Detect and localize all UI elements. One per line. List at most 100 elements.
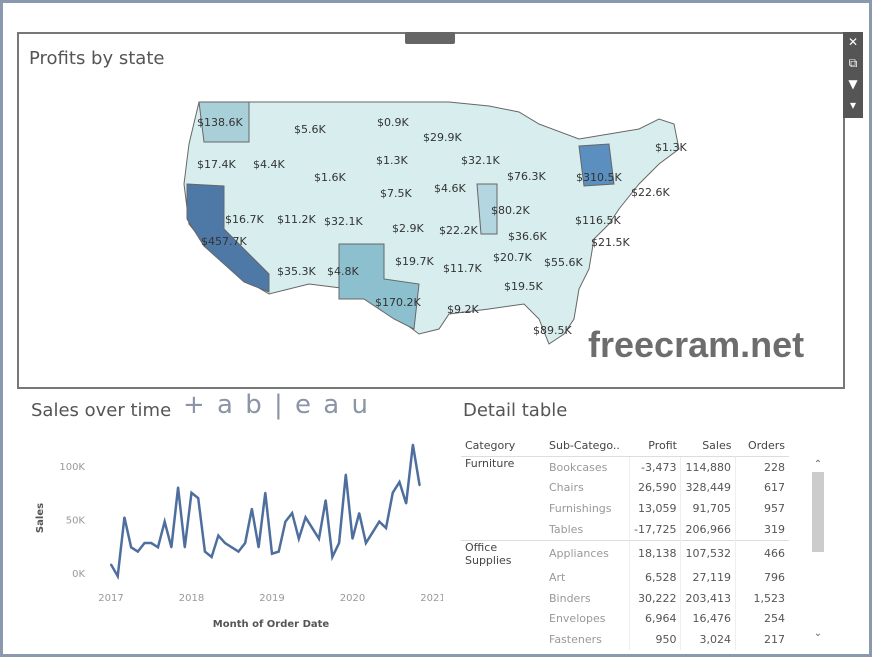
category-cell <box>461 629 545 650</box>
us-map[interactable] <box>19 34 843 387</box>
table-row: Art 6,528 27,119 796 <box>461 566 789 588</box>
scroll-up-icon[interactable]: ⌃ <box>813 459 823 470</box>
sales-point[interactable] <box>123 516 126 519</box>
sales-line-chart[interactable]: 0K 50K 100K 2017 2018 2019 2020 2021 Month of Or… <box>3 423 443 663</box>
sales-point[interactable] <box>150 542 153 545</box>
sales-point[interactable] <box>203 550 206 553</box>
sales-point[interactable] <box>324 499 327 502</box>
table-row: Binders 30,222 203,413 1,523 <box>461 587 789 609</box>
column-header[interactable]: Orders <box>735 435 789 457</box>
sales-point[interactable] <box>304 516 307 519</box>
sales-point[interactable] <box>237 550 240 553</box>
sales-point[interactable] <box>358 512 361 515</box>
sales-point[interactable] <box>224 542 227 545</box>
sales-point[interactable] <box>264 491 267 494</box>
sales-point[interactable] <box>277 550 280 553</box>
state-profit-label: $0.9K <box>377 116 409 129</box>
sales-point[interactable] <box>170 546 173 549</box>
sales-cell: 107,532 <box>680 540 736 567</box>
sales-point[interactable] <box>271 552 273 555</box>
sales-point[interactable] <box>183 546 186 549</box>
sales-cell: 114,880 <box>680 456 736 478</box>
state-profit-label: $9.2K <box>447 303 479 316</box>
sales-point[interactable] <box>331 555 334 558</box>
sub-category-cell: Tables <box>549 523 584 537</box>
category-cell <box>461 567 545 588</box>
x-tick-label: 2021 <box>420 593 443 604</box>
sales-point[interactable] <box>385 527 388 530</box>
filter-icon[interactable]: ▼ <box>848 77 858 91</box>
category-cell: Office Supplies <box>465 540 512 567</box>
sub-category-cell: Envelopes <box>549 612 606 626</box>
sales-point[interactable] <box>338 542 341 545</box>
state-profit-label: $22.2K <box>439 224 478 237</box>
scroll-down-icon[interactable]: ⌄ <box>813 628 823 639</box>
sales-point[interactable] <box>210 555 213 558</box>
scroll-thumb[interactable] <box>812 472 824 552</box>
sales-point[interactable] <box>344 473 347 476</box>
state-texas[interactable] <box>338 243 420 330</box>
column-header[interactable]: Profit <box>629 435 681 457</box>
sales-point[interactable] <box>291 512 294 515</box>
sales-point[interactable] <box>217 534 220 537</box>
sales-point[interactable] <box>411 443 414 446</box>
sales-line[interactable] <box>109 444 421 581</box>
state-profit-label: $11.2K <box>277 213 316 226</box>
sales-point[interactable] <box>317 537 320 540</box>
sales-point[interactable] <box>177 486 180 489</box>
state-profit-label: $32.1K <box>324 215 363 228</box>
line-chart-title: Sales over time <box>31 400 172 421</box>
y-tick-label: 100K <box>59 462 85 473</box>
state-illinois[interactable] <box>476 183 498 235</box>
column-header[interactable]: Sub-Catego.. <box>545 435 630 457</box>
sales-point[interactable] <box>163 520 166 523</box>
sub-category-cell: Furnishings <box>549 502 612 516</box>
sales-point[interactable] <box>391 491 394 494</box>
sales-point[interactable] <box>190 491 193 494</box>
sales-point[interactable] <box>250 507 253 510</box>
sales-point[interactable] <box>351 537 354 540</box>
profit-cell: 30,222 <box>628 587 681 609</box>
profit-cell: 18,138 <box>628 540 681 567</box>
map-card[interactable]: Profits by state $138.6K $5.6K $0.9K $29.9K… <box>17 32 845 389</box>
state-profit-label: $76.3K <box>507 170 546 183</box>
y-tick-label: 0K <box>72 569 85 580</box>
sales-point[interactable] <box>110 563 112 566</box>
drag-handle[interactable] <box>405 32 455 44</box>
sales-point[interactable] <box>116 575 119 578</box>
category-cell <box>461 588 545 609</box>
column-header[interactable]: Sales <box>680 435 736 457</box>
sales-point[interactable] <box>378 520 381 523</box>
sales-point[interactable] <box>364 542 367 545</box>
sales-point[interactable] <box>130 546 133 549</box>
sales-point[interactable] <box>297 537 300 540</box>
state-profit-label: $36.6K <box>508 230 547 243</box>
sales-point[interactable] <box>371 531 374 534</box>
sales-point[interactable] <box>244 542 247 545</box>
sales-point[interactable] <box>197 497 200 500</box>
state-profit-label: $35.3K <box>277 265 316 278</box>
x-tick-label: 2018 <box>179 593 204 604</box>
state-california[interactable] <box>186 183 270 293</box>
state-washington[interactable] <box>198 101 250 143</box>
sales-point[interactable] <box>284 520 287 523</box>
state-new-york[interactable] <box>578 143 615 187</box>
column-header[interactable]: Category <box>461 435 545 457</box>
table-scrollbar[interactable]: ⌃ ⌄ <box>811 459 825 639</box>
profit-cell: 6,528 <box>628 566 681 588</box>
popout-icon[interactable]: ⧉ <box>848 56 858 70</box>
sales-point[interactable] <box>405 502 408 505</box>
sales-point[interactable] <box>136 550 139 553</box>
sales-point[interactable] <box>230 546 233 549</box>
sales-point[interactable] <box>398 481 401 484</box>
sales-point[interactable] <box>418 484 421 487</box>
profit-cell: 950 <box>628 629 681 651</box>
close-icon[interactable]: ✕ <box>847 35 859 49</box>
more-icon[interactable]: ▾ <box>849 98 857 112</box>
sales-point[interactable] <box>311 527 314 530</box>
category-cell: Furniture <box>465 456 515 470</box>
state-profit-label: $55.6K <box>544 256 583 269</box>
sales-point[interactable] <box>156 546 159 549</box>
sales-point[interactable] <box>143 542 146 545</box>
sales-point[interactable] <box>257 546 260 549</box>
